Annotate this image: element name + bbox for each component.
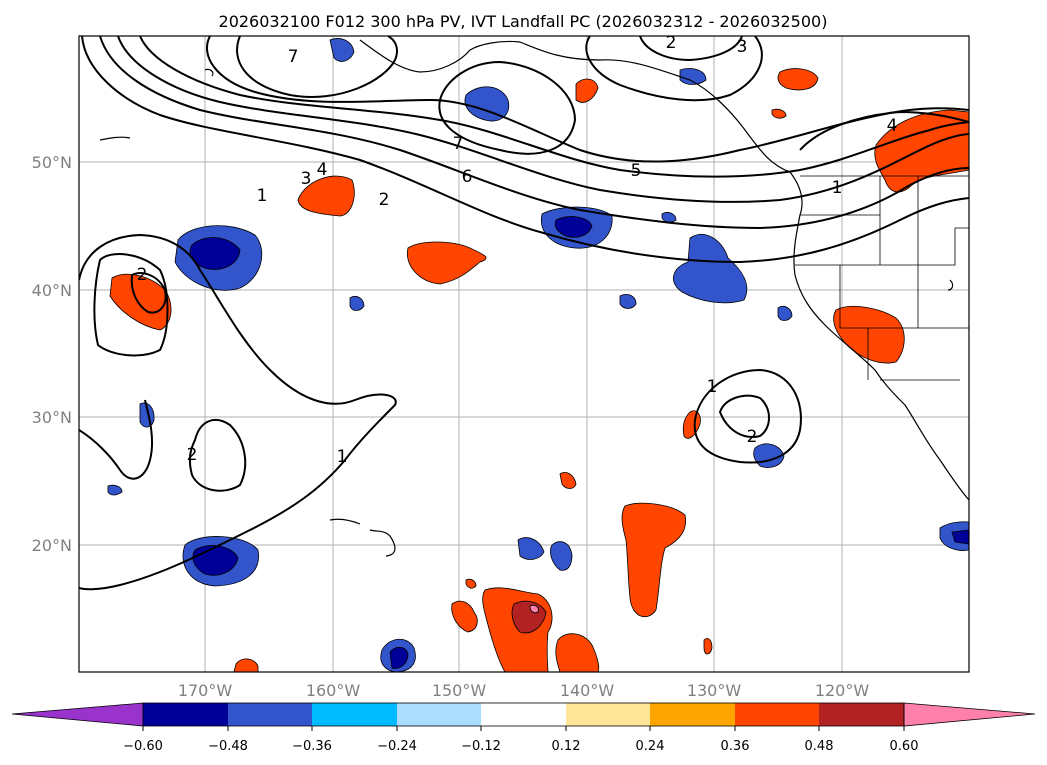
map-frame: [78, 35, 970, 673]
lat-tick-label: 20°N: [32, 536, 72, 555]
pv-blob: [517, 537, 545, 560]
contour-label: 2: [137, 265, 148, 285]
colorbar-tick-label: 0.12: [552, 739, 581, 754]
colorbar-tick-label: 0.60: [890, 739, 919, 754]
pv-blob: [482, 587, 553, 672]
colorbar-bin: [481, 703, 566, 726]
pv-blob: [777, 68, 819, 91]
colorbar-bin: [228, 703, 312, 726]
pv-blob: [771, 108, 787, 119]
contour-label: 3: [737, 37, 748, 57]
lon-tick-label: 170°W: [178, 681, 233, 700]
contour-label: 2: [747, 427, 758, 447]
contour-label: 4: [317, 160, 328, 180]
contour-labels: 7 4 3 1 2 7 6 5 2 3 4 1 2 2 1 1 2: [137, 33, 898, 467]
contour-label: 1: [257, 186, 268, 206]
contour-label: 6: [462, 167, 473, 187]
pv-blob: [107, 484, 123, 496]
contour-label: 2: [379, 190, 390, 210]
contour-label: 3: [301, 169, 312, 189]
pv-blob: [550, 541, 573, 571]
colorbar-bin: [819, 703, 904, 726]
lon-tick-label: 120°W: [815, 681, 870, 700]
pv-blob: [619, 294, 637, 309]
pv-blob: [380, 638, 416, 672]
colorbar: −0.60 −0.48 −0.36 −0.24 −0.12 0.12 0.24 …: [11, 702, 1036, 754]
colorbar-bin: [312, 703, 397, 726]
lon-tick-label: 140°W: [560, 681, 615, 700]
pv-blob: [451, 600, 478, 633]
coastlines: [99, 39, 969, 557]
contour-label: 7: [453, 134, 464, 154]
colorbar-over-arrow: [903, 702, 1036, 727]
pv-blob: [109, 273, 172, 331]
figure-title: 2026032100 F012 300 hPa PV, IVT Landfall…: [219, 12, 828, 31]
colorbar-bin: [650, 703, 735, 726]
colorbar-bin: [566, 703, 650, 726]
colorbar-under-arrow: [11, 702, 144, 727]
lon-tick-label: 160°W: [306, 681, 361, 700]
pv-blob: [349, 296, 365, 311]
lat-tick-label: 50°N: [32, 153, 72, 172]
pv-blob: [621, 502, 687, 618]
pv-blob: [703, 638, 713, 655]
pv-blob: [777, 306, 793, 321]
pv-blob: [465, 578, 477, 589]
pv-blob: [174, 225, 263, 291]
pv-blob: [679, 68, 707, 85]
contour-label: 5: [631, 161, 642, 181]
lon-tick-label: 150°W: [432, 681, 487, 700]
contour-label: 1: [832, 178, 843, 198]
pv-blob: [575, 78, 599, 103]
colorbar-tick-label: −0.36: [292, 739, 332, 754]
map-content: 7 4 3 1 2 7 6 5 2 3 4 1 2 2 1 1 2: [79, 33, 969, 672]
colorbar-tick-label: 0.24: [636, 739, 665, 754]
colorbar-tick-label: −0.60: [123, 739, 163, 754]
pv-blob: [559, 472, 577, 489]
pv-positive-regions: [109, 68, 969, 672]
contour-label: 4: [887, 116, 898, 136]
colorbar-bin: [735, 703, 819, 726]
colorbar-tick-label: −0.24: [377, 739, 417, 754]
colorbar-frame: [142, 702, 905, 727]
lat-tick-label: 40°N: [32, 281, 72, 300]
pv-blob: [555, 633, 600, 672]
contour-label: 1: [337, 447, 348, 467]
colorbar-ticks: [142, 726, 905, 731]
pv-blob: [661, 212, 677, 223]
contour-label: 7: [288, 47, 299, 67]
pv-blob: [406, 241, 487, 285]
colorbar-bin: [143, 703, 228, 726]
colorbar-tick-label: −0.48: [208, 739, 248, 754]
pv-blob: [939, 521, 969, 551]
pv-blob: [673, 233, 748, 304]
ivt-contours: [79, 36, 969, 591]
colorbar-bin: [397, 703, 481, 726]
colorbar-tick-label: −0.12: [461, 739, 501, 754]
pv-blob: [329, 38, 355, 62]
lat-tick-label: 30°N: [32, 408, 72, 427]
lon-tick-label: 130°W: [687, 681, 742, 700]
pv-blob: [297, 175, 355, 217]
colorbar-tick-label: 0.48: [805, 739, 834, 754]
lon-tick-labels: 170°W 160°W 150°W 140°W 130°W 120°W: [178, 681, 870, 700]
colorbar-tick-label: 0.36: [721, 739, 750, 754]
lat-tick-labels: 50°N 40°N 30°N 20°N: [32, 153, 72, 555]
pv-blob: [233, 658, 259, 672]
contour-label: 2: [666, 33, 677, 53]
political-borders: [795, 175, 969, 381]
contour-label: 1: [707, 377, 718, 397]
contour-label: 2: [187, 445, 198, 465]
